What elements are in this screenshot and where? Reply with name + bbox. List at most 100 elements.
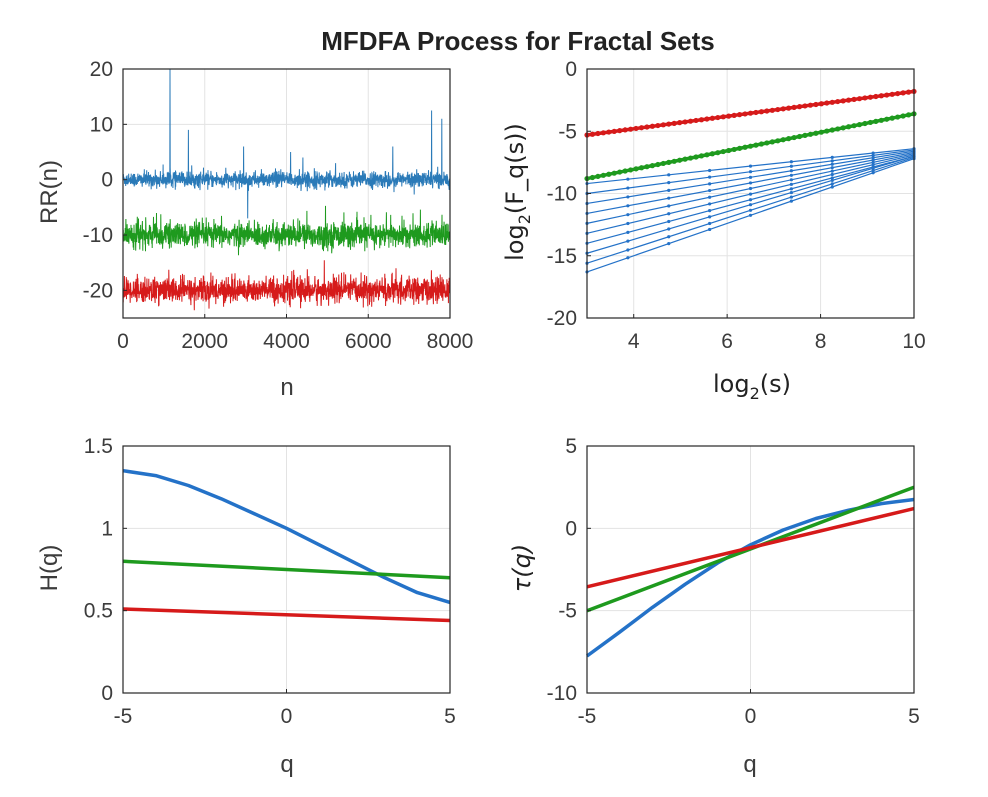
- fluct-point: [671, 120, 677, 126]
- fluct-point: [856, 122, 863, 128]
- fluct-point: [667, 181, 671, 185]
- y-tick-label: -20: [547, 307, 577, 330]
- x-tick-label: 0: [117, 330, 129, 353]
- fluct-point: [667, 219, 671, 224]
- x-tick-label: 6: [721, 330, 733, 353]
- figure-title: MFDFA Process for Fractal Sets: [321, 26, 715, 56]
- fluct-point: [818, 101, 824, 107]
- y-tick-label: 1.5: [84, 435, 113, 458]
- tau-ticks: -5 0 5-10-505: [547, 435, 920, 728]
- fluct-point: [900, 113, 906, 119]
- fluct-point: [626, 186, 630, 190]
- y-tick-label: -10: [547, 682, 577, 705]
- hurst-series-2: [122, 607, 451, 623]
- fluct-point: [884, 116, 890, 122]
- fluct-point: [824, 128, 830, 134]
- fluct-point: [871, 158, 875, 162]
- x-tick-label: 6000: [345, 330, 392, 353]
- fluct-point: [789, 187, 793, 191]
- fluct-point: [829, 127, 835, 133]
- fluct-point: [589, 174, 596, 181]
- fluct-point: [709, 151, 715, 157]
- fluct-point: [649, 163, 656, 169]
- fluct-point: [818, 129, 824, 135]
- tau-series-2: [586, 506, 915, 589]
- fluct-point: [633, 166, 639, 172]
- fluct-point: [677, 120, 683, 126]
- fluct-point: [748, 170, 753, 174]
- rr-ticks: 0 2000 4000 6000 8000 -20 -10 0 10 20: [83, 58, 474, 353]
- fluct-point: [747, 110, 754, 116]
- fluct-point: [856, 96, 863, 102]
- fluct-point: [667, 212, 671, 216]
- fluct-point: [748, 175, 753, 179]
- fluct-point: [682, 119, 688, 125]
- fluct-point: [791, 104, 797, 110]
- fluct-point: [769, 139, 775, 145]
- fluct-point: [873, 118, 879, 124]
- fluct-point: [830, 176, 834, 180]
- fluct-point: [758, 109, 765, 115]
- fluct-point: [708, 221, 712, 226]
- fluct-point: [666, 159, 672, 165]
- fluct-point: [682, 156, 688, 162]
- y-tick-label: -5: [558, 120, 577, 143]
- fluct-point: [900, 90, 906, 96]
- fluct-point: [796, 104, 803, 110]
- fluct-point: [789, 173, 793, 177]
- fluct-point: [830, 155, 834, 159]
- y-tick-label: 0: [101, 682, 113, 705]
- fluct-point: [862, 120, 868, 127]
- y-tick-label: 0.5: [84, 600, 113, 623]
- fluct-point: [742, 111, 748, 117]
- fluct-point: [704, 116, 710, 122]
- y-tick-label: 0: [101, 169, 113, 192]
- fluct-point: [851, 96, 857, 102]
- fluct-point: [813, 101, 819, 108]
- fluct-point: [667, 204, 671, 208]
- fluct-point: [737, 145, 743, 151]
- fluct-point: [789, 195, 793, 199]
- fluct-point: [786, 136, 792, 142]
- fluct-point: [617, 128, 623, 134]
- fluct-point: [611, 128, 617, 134]
- fluct-point: [895, 114, 901, 120]
- y-tick-label: -15: [547, 245, 577, 268]
- fluct-point: [742, 144, 748, 150]
- fluct-point: [633, 125, 639, 132]
- fluct-point: [667, 242, 671, 246]
- tau-series: [585, 485, 915, 658]
- x-tick-label: 10: [902, 330, 925, 353]
- fluct-point: [708, 227, 712, 232]
- fluct-point: [807, 102, 814, 108]
- x-tick-label: 4: [628, 330, 640, 353]
- panel-hurst: -5 0 500.511.5 q H(q): [36, 435, 456, 778]
- hurst-ticks: -5 0 500.511.5: [84, 435, 456, 728]
- fluct-point: [786, 105, 792, 111]
- fluct-point: [846, 97, 852, 103]
- fluct-point: [889, 115, 895, 121]
- fluct-point: [628, 126, 634, 132]
- fluct-point: [708, 215, 712, 219]
- fluct-point: [789, 169, 793, 173]
- fluct-point: [867, 119, 874, 126]
- y-tick-label: -5: [558, 600, 577, 623]
- hurst-xlabel: q: [280, 751, 293, 778]
- fluct-point: [708, 195, 712, 199]
- fluct-point: [748, 198, 753, 202]
- rr-series-2: [122, 260, 451, 311]
- fluct-point: [748, 203, 753, 207]
- fluct-point: [667, 188, 671, 192]
- fluct-point: [660, 122, 666, 128]
- fluct-point: [830, 169, 834, 173]
- fluct-point: [862, 95, 868, 101]
- y-tick-label: 10: [90, 113, 113, 136]
- rr-series-1: [122, 205, 451, 256]
- fluct-point: [667, 227, 671, 231]
- fluct-point: [626, 204, 630, 208]
- fluct-point: [758, 141, 765, 147]
- fluct-point: [747, 143, 754, 149]
- rr-series: [122, 68, 451, 311]
- fluct-point: [873, 93, 879, 100]
- fluct-point: [835, 126, 841, 132]
